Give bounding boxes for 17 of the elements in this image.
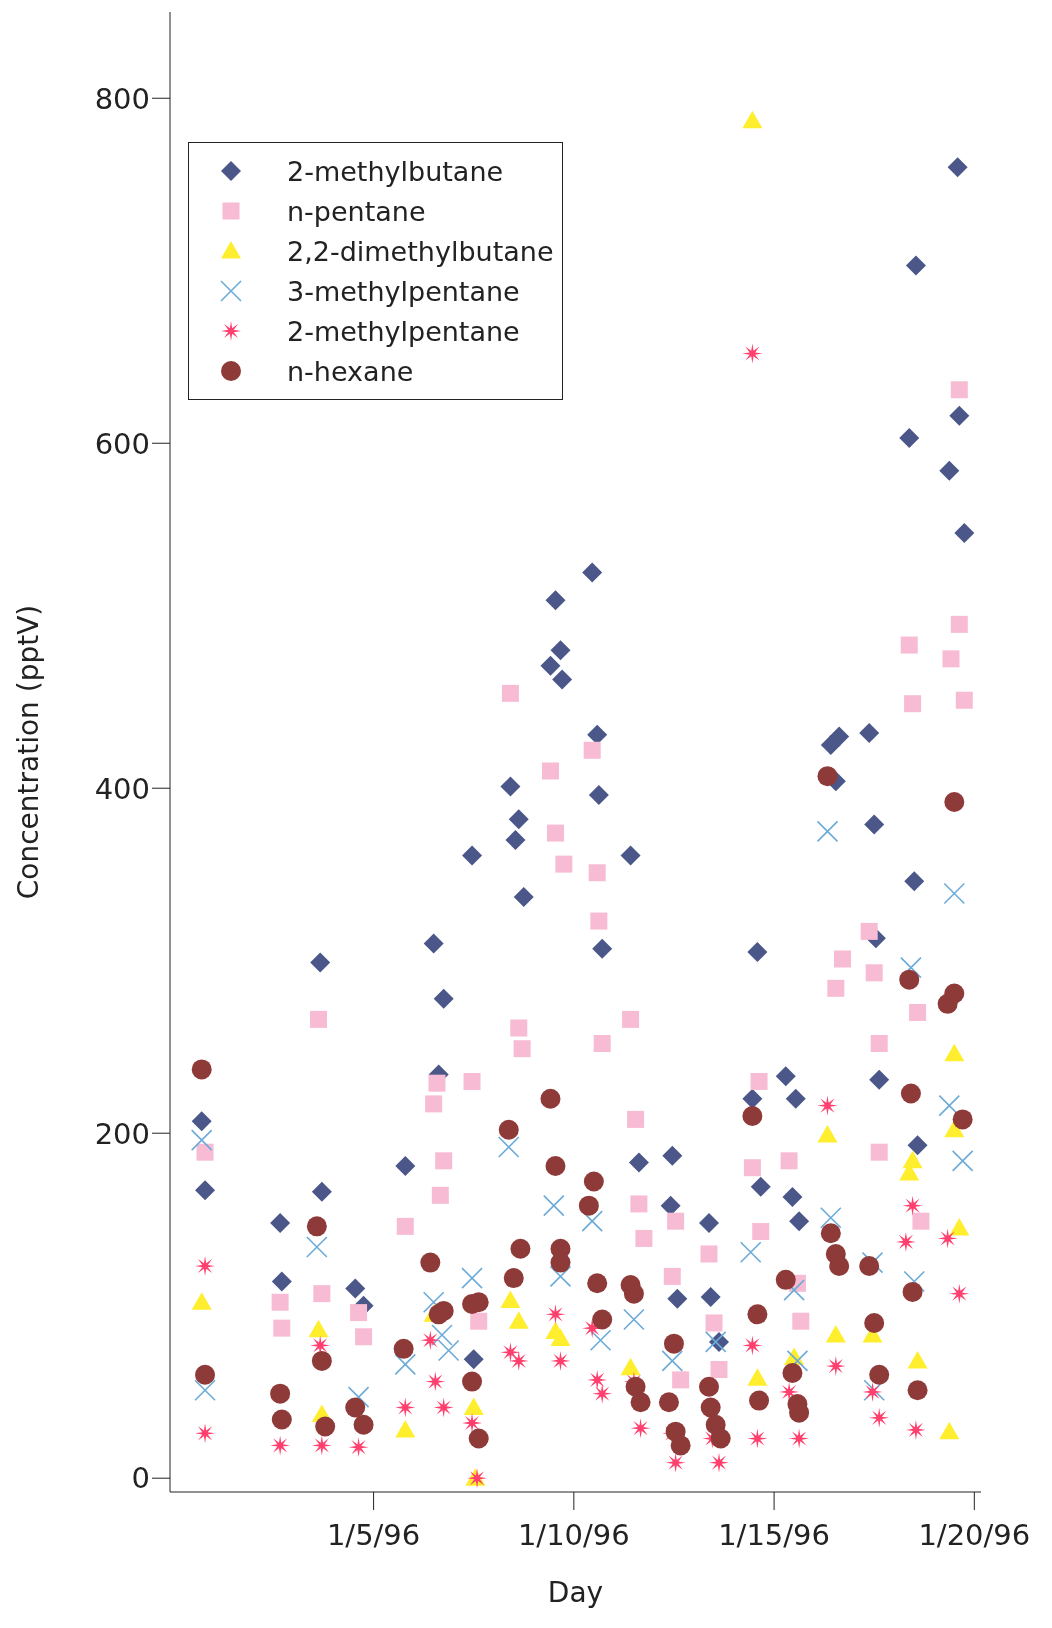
legend-label: 2,2-dimethylbutane	[287, 235, 554, 267]
y-tick-label: 400	[94, 771, 150, 806]
legend-label: 3-methylpentane	[287, 275, 520, 307]
y-axis-title: Concentration (pptV)	[11, 604, 45, 900]
legend-label: 2-methylbutane	[287, 155, 504, 187]
x-tick-label: 1/20/96	[918, 1517, 1031, 1552]
legend-label: 2-methylpentane	[287, 315, 520, 347]
x-axis-title: Day	[547, 1576, 604, 1609]
legend-label: n-hexane	[287, 355, 414, 387]
y-tick-label: 600	[94, 426, 150, 461]
legend-label: n-pentane	[287, 195, 426, 227]
x-tick-label: 1/5/96	[326, 1517, 421, 1552]
y-tick-label: 0	[131, 1461, 150, 1496]
x-tick-label: 1/15/96	[718, 1517, 830, 1552]
y-tick-label: 800	[94, 81, 150, 116]
y-tick-label: 200	[94, 1116, 150, 1151]
x-tick-label: 1/10/96	[517, 1517, 630, 1552]
